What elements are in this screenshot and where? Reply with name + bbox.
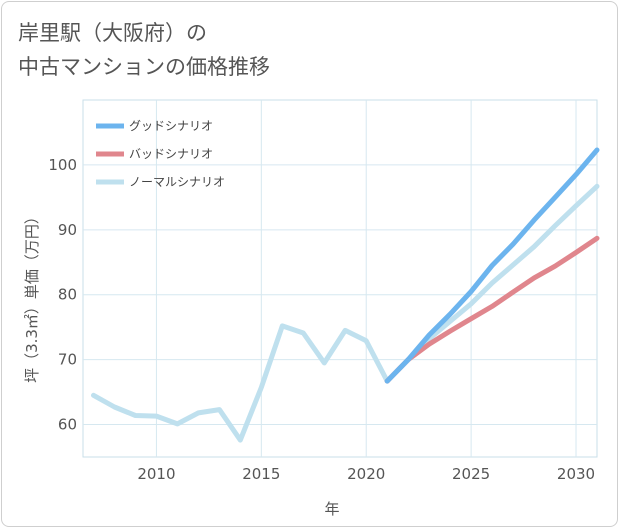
chart-title-line-1: 岸里駅（大阪府）の — [18, 21, 207, 45]
x-axis-label: 年 — [324, 500, 339, 518]
series-layer — [91, 147, 600, 443]
series-line-1 — [384, 235, 600, 384]
y-axis-label: 坪（3.3㎡）単価（万円） — [23, 209, 41, 383]
series-line-2 — [91, 183, 600, 443]
x-tick-label: 2015 — [242, 465, 280, 483]
x-tick-label: 2025 — [452, 465, 490, 483]
y-tick-label: 70 — [58, 351, 77, 369]
x-tick-label: 2010 — [137, 465, 175, 483]
y-tick-label: 80 — [58, 286, 77, 304]
y-tick-label: 90 — [58, 221, 77, 239]
grid-lines — [83, 100, 597, 457]
legend-label-0: グッドシナリオ — [129, 119, 213, 133]
y-tick-label: 60 — [58, 416, 77, 434]
series-line-0 — [384, 147, 600, 384]
x-axis-ticks: 2010 2015 2020 2025 2030 — [137, 465, 595, 483]
legend-label-1: バッドシナリオ — [129, 147, 213, 161]
y-axis-ticks: 60 70 80 90 100 — [48, 156, 77, 434]
chart-title: 岸里駅（大阪府）の 中古マンションの価格推移 — [18, 16, 270, 84]
x-tick-label: 2020 — [347, 465, 385, 483]
chart-title-line-2: 中古マンションの価格推移 — [18, 55, 270, 79]
plot-area — [82, 99, 598, 458]
x-tick-label: 2030 — [557, 465, 595, 483]
legend-label-2: ノーマルシナリオ — [129, 175, 225, 189]
y-tick-label: 100 — [48, 156, 77, 174]
